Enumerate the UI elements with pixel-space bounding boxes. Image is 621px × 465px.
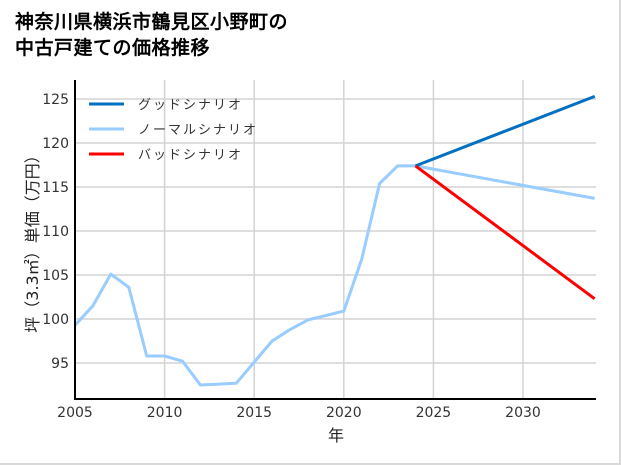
- series-line-1: [73, 164, 595, 387]
- x-tick-label: 2010: [147, 405, 183, 421]
- series-lines: [73, 95, 596, 387]
- chart-title: 神奈川県横浜市鶴見区小野町の 中古戸建ての価格推移: [15, 9, 288, 61]
- y-tick-label: 100: [42, 312, 69, 328]
- x-tick-label: 2005: [57, 405, 93, 421]
- y-tick-label: 95: [51, 356, 69, 372]
- y-tick-label: 105: [42, 268, 69, 284]
- x-tick-label: 2030: [505, 405, 541, 421]
- chart-title-line1: 神奈川県横浜市鶴見区小野町の: [15, 11, 289, 33]
- legend-label-1: ノーマルシナリオ: [138, 123, 258, 138]
- x-tick-label: 2025: [416, 405, 452, 421]
- x-tick-label: 2020: [326, 405, 362, 421]
- axes: [74, 80, 596, 400]
- y-axis-label: 坪（3.3㎡）単価（万円）: [23, 147, 42, 332]
- y-tick-label: 125: [42, 92, 69, 108]
- grid-lines: [75, 80, 596, 399]
- chart-title-line2: 中古戸建ての価格推移: [15, 37, 211, 59]
- legend-label-2: バッドシナリオ: [138, 148, 243, 163]
- y-tick-label: 110: [42, 224, 69, 240]
- legend-label-0: グッドシナリオ: [138, 98, 243, 113]
- y-tick-label: 120: [42, 136, 69, 152]
- series-line-0: [414, 95, 596, 168]
- series-line-2: [414, 164, 596, 301]
- x-axis-label: 年: [328, 426, 344, 445]
- tick-labels: 2005 2010 2015 2020 2025 2030 95 100 105 110 115 12…: [42, 92, 541, 421]
- x-tick-label: 2015: [236, 405, 272, 421]
- y-tick-label: 115: [42, 180, 69, 196]
